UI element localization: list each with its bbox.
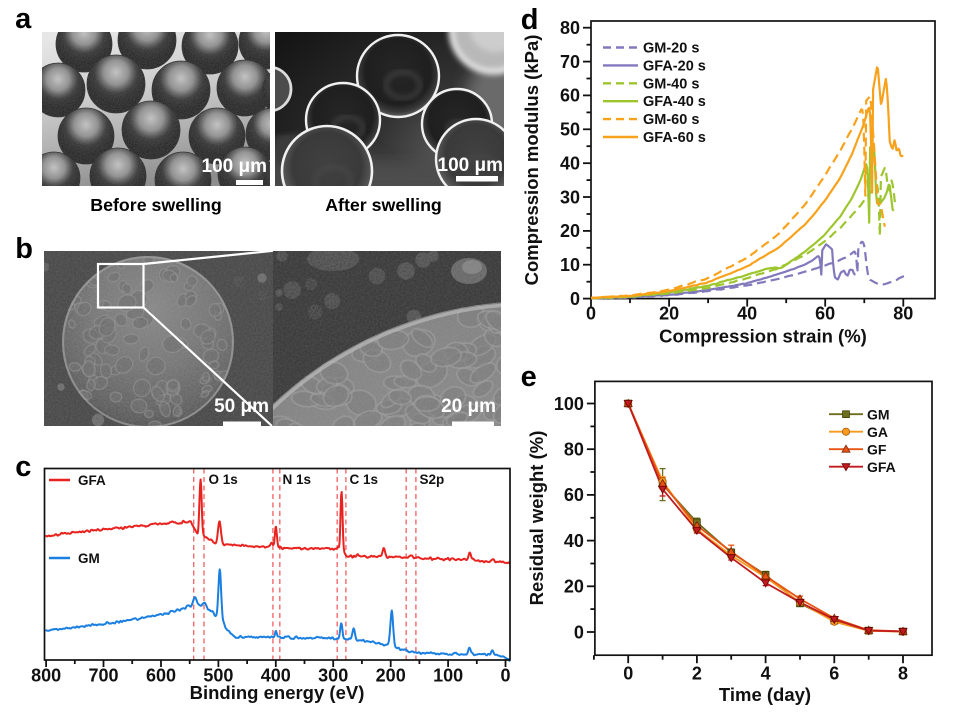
svg-text:GM-40 s: GM-40 s	[643, 76, 699, 92]
svg-text:80: 80	[564, 440, 584, 460]
svg-text:GFA: GFA	[78, 473, 106, 488]
svg-text:Binding energy (eV): Binding energy (eV)	[190, 682, 365, 703]
svg-text:70: 70	[560, 52, 580, 72]
svg-text:Residual weight (%): Residual weight (%)	[526, 431, 547, 606]
svg-text:100 μm: 100 μm	[438, 155, 504, 176]
svg-text:4: 4	[761, 664, 771, 684]
svg-text:Compression strain (%): Compression strain (%)	[659, 326, 867, 347]
svg-text:100: 100	[554, 394, 584, 414]
svg-text:60: 60	[560, 86, 580, 106]
svg-text:GM: GM	[867, 407, 890, 423]
svg-text:N 1s: N 1s	[283, 472, 312, 487]
svg-text:800: 800	[31, 666, 61, 686]
svg-text:60: 60	[815, 304, 835, 324]
svg-text:30: 30	[560, 187, 580, 207]
svg-text:20: 20	[560, 221, 580, 241]
svg-text:GFA-40 s: GFA-40 s	[643, 94, 706, 110]
svg-text:40: 40	[737, 304, 757, 324]
svg-text:GF: GF	[867, 442, 887, 458]
svg-text:20 μm: 20 μm	[441, 396, 496, 417]
svg-text:8: 8	[898, 664, 908, 684]
svg-text:S2p: S2p	[420, 472, 445, 487]
svg-text:0: 0	[500, 666, 510, 686]
svg-text:700: 700	[88, 666, 118, 686]
svg-text:Time (day): Time (day)	[719, 684, 811, 705]
svg-text:C 1s: C 1s	[350, 472, 379, 487]
svg-text:Compression modulus (kPa): Compression modulus (kPa)	[521, 35, 542, 286]
svg-text:2: 2	[692, 664, 702, 684]
svg-text:GM: GM	[78, 551, 100, 566]
svg-text:50: 50	[560, 120, 580, 140]
svg-text:200: 200	[376, 666, 406, 686]
svg-text:80: 80	[560, 18, 580, 38]
svg-text:GFA-60 s: GFA-60 s	[643, 130, 706, 146]
svg-text:GFA-20 s: GFA-20 s	[643, 58, 706, 74]
svg-text:0: 0	[570, 289, 580, 309]
svg-text:60: 60	[564, 485, 584, 505]
svg-text:0: 0	[586, 304, 596, 324]
svg-text:0: 0	[574, 622, 584, 642]
svg-text:20: 20	[564, 577, 584, 597]
svg-text:100 μm: 100 μm	[202, 156, 268, 177]
svg-text:10: 10	[560, 255, 580, 275]
svg-text:80: 80	[893, 304, 913, 324]
svg-text:GA: GA	[867, 424, 888, 440]
svg-text:GFA: GFA	[867, 459, 896, 475]
svg-text:0: 0	[623, 664, 633, 684]
svg-text:20: 20	[659, 304, 679, 324]
svg-text:6: 6	[829, 664, 839, 684]
svg-text:100: 100	[433, 666, 463, 686]
svg-text:40: 40	[560, 154, 580, 174]
svg-text:GM-60 s: GM-60 s	[643, 112, 699, 128]
svg-text:40: 40	[564, 531, 584, 551]
svg-text:GM-20 s: GM-20 s	[643, 41, 699, 57]
svg-text:600: 600	[146, 666, 176, 686]
svg-text:O 1s: O 1s	[209, 472, 238, 487]
svg-text:300: 300	[318, 666, 348, 686]
svg-text:400: 400	[261, 666, 291, 686]
svg-text:500: 500	[203, 666, 233, 686]
